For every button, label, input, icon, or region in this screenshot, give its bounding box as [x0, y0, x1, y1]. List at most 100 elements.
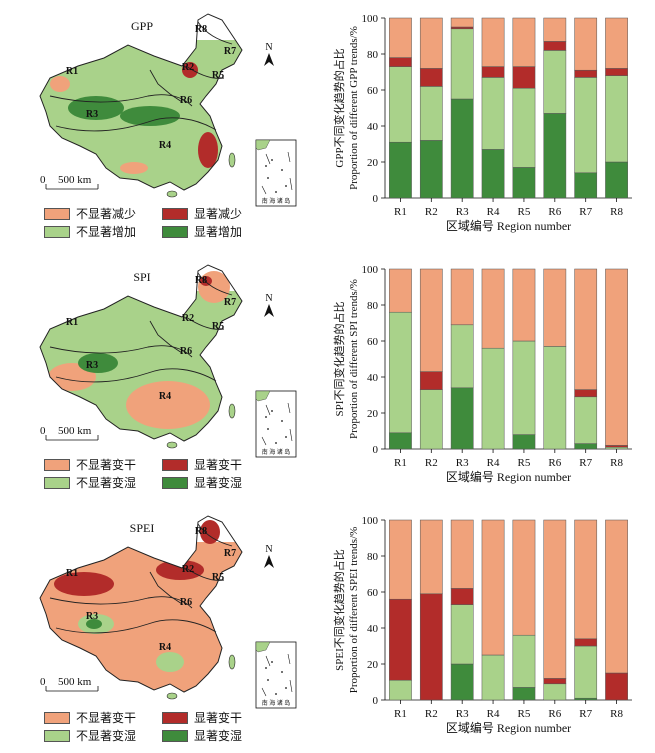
- inset-land: [255, 641, 271, 653]
- bar-segment-r3: [450, 26, 474, 30]
- region-boundary: [197, 523, 233, 547]
- bar-segment-r5: [512, 340, 536, 435]
- y-tick-label: 0: [373, 444, 379, 456]
- hainan-island: [166, 441, 178, 449]
- y-axis-label-en: Proportion of different SPEI trends/%: [348, 527, 360, 694]
- bar-segment-r8: [605, 68, 628, 76]
- legend-label: 不显著变湿: [76, 476, 137, 490]
- bar-segment-r7: [574, 69, 598, 78]
- region-label-r6: R6: [180, 346, 192, 357]
- region-boundary: [49, 596, 193, 609]
- bar-segment-r7: [574, 77, 598, 174]
- region-label-r8: R8: [195, 526, 207, 537]
- legend-item: 不显著变湿: [44, 727, 136, 744]
- bar-segment-r4: [481, 66, 505, 78]
- north-label: N: [265, 42, 272, 53]
- x-axis-label: 区域编号 Region number: [446, 720, 571, 735]
- panel-spei: R1 R2 R3 R4 R5 R6 R7 R8 SPEI N 0 500 km 南 海 诸 岛 0 20 40…: [0, 502, 655, 753]
- legend-swatch: [162, 729, 188, 742]
- bar-segment-r3: [450, 268, 474, 326]
- region-boundary: [149, 571, 183, 605]
- bar-segment-r5: [512, 634, 536, 688]
- x-tick-label: R3: [456, 206, 469, 218]
- china-map: R1 R2 R3 R4 R5 R6 R7 R8 SPEI N 0 500 km 南 海 诸 岛: [39, 515, 297, 709]
- x-tick-label: R5: [518, 457, 531, 469]
- bar-segment-r4: [481, 149, 505, 199]
- x-tick-label: R8: [610, 206, 623, 218]
- region-label-r1: R1: [66, 66, 78, 77]
- bar-segment-r8: [605, 672, 628, 701]
- scale-length-label: 500 km: [58, 676, 92, 688]
- legend-label: 显著变干: [194, 711, 243, 725]
- stacked-bar-chart: 0 20 40 60 80 100 R1 R2 R3 R4 R5 R6 R7 R8 区域编号 Region …: [332, 515, 632, 735]
- region-label-r6: R6: [180, 95, 192, 106]
- bar-segment-r8: [605, 519, 628, 674]
- y-tick-label: 80: [367, 49, 379, 61]
- bar-segment-r7: [574, 519, 598, 640]
- bar-segment-r8: [605, 17, 628, 69]
- y-axis-label-cn: GPP不同变化趋势的占比: [332, 48, 346, 167]
- legend-label: 显著变湿: [194, 476, 243, 490]
- bar-segment-r1: [389, 17, 412, 58]
- region-label-r5: R5: [212, 70, 224, 81]
- inset-island: [281, 169, 283, 171]
- bar-segment-r2: [419, 593, 443, 701]
- region-label-r8: R8: [195, 24, 207, 35]
- hainan-island: [166, 692, 178, 700]
- bar-segment-r5: [512, 434, 536, 450]
- x-tick-label: R2: [425, 708, 438, 720]
- y-tick-label: 100: [362, 264, 379, 276]
- inset-island: [275, 442, 277, 444]
- y-tick-label: 0: [373, 695, 379, 707]
- trend-patch: [156, 560, 204, 580]
- bar-segment-r6: [543, 268, 567, 347]
- spi-map-legend: 不显著变干 显著变干 不显著变湿 显著变湿: [44, 456, 284, 496]
- inset-dash-line: [261, 653, 293, 697]
- bar-segment-r8: [605, 268, 628, 446]
- y-tick-label: 40: [367, 121, 379, 133]
- bar-segment-r7: [574, 268, 598, 390]
- x-axis-label: 区域编号 Region number: [446, 218, 571, 233]
- bar-segment-r5: [512, 167, 536, 199]
- inset-frame: [255, 390, 297, 458]
- y-axis-label-cn: SPEI不同变化趋势的占比: [332, 549, 346, 671]
- bar-segment-r8: [605, 445, 628, 448]
- bar-segment-r3: [450, 519, 474, 589]
- x-tick-label: R8: [610, 457, 623, 469]
- inset-island: [265, 667, 267, 669]
- x-tick-label: R2: [425, 206, 438, 218]
- bar-segment-r6: [543, 519, 567, 679]
- bar-segment-r2: [419, 17, 443, 69]
- bar-segment-r7: [574, 645, 598, 699]
- x-tick-label: R3: [456, 708, 469, 720]
- spei-map-legend: 不显著变干 显著变干 不显著变湿 显著变湿: [44, 709, 284, 749]
- region-boundary: [197, 21, 233, 45]
- region-boundary: [149, 320, 183, 354]
- inset-island: [271, 410, 273, 412]
- legend-swatch: [44, 458, 70, 471]
- bar-segment-r6: [543, 17, 567, 42]
- legend-item: 不显著变干: [44, 456, 136, 473]
- x-tick-label: R6: [548, 457, 561, 469]
- hainan-island: [166, 190, 178, 198]
- bar-segment-r3: [450, 98, 474, 199]
- legend-item: 显著变干: [162, 709, 242, 726]
- region-boundary: [55, 368, 217, 383]
- inset-island: [271, 159, 273, 161]
- scale-length-label: 500 km: [58, 425, 92, 437]
- bar-segment-r3: [450, 588, 474, 605]
- legend-swatch: [44, 729, 70, 742]
- region-boundary: [49, 345, 193, 358]
- region-label-r2: R2: [182, 564, 194, 575]
- trend-patch: [120, 106, 180, 126]
- china-outline: [39, 13, 243, 191]
- legend-swatch: [44, 225, 70, 238]
- x-tick-label: R1: [394, 457, 407, 469]
- trend-patch: [120, 162, 148, 174]
- bar-segment-r2: [419, 68, 443, 87]
- bar-segment-r2: [419, 140, 443, 199]
- y-tick-label: 100: [362, 13, 379, 25]
- bar-segment-r1: [389, 679, 412, 701]
- trend-patch: [156, 652, 184, 672]
- region-boundary: [197, 272, 233, 296]
